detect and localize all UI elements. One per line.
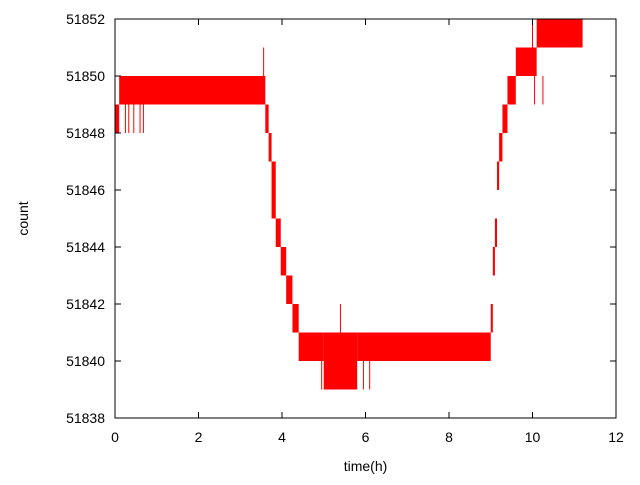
series-band-segment — [280, 247, 287, 276]
series-band-segment — [515, 47, 537, 76]
x-axis-label: time(h) — [344, 458, 388, 474]
x-tick-label: 12 — [608, 429, 624, 445]
series-band-segment — [497, 161, 500, 190]
y-tick-label: 51838 — [66, 410, 105, 426]
series-band-segment — [536, 19, 583, 48]
series-band-segment — [286, 275, 293, 304]
series-band-segment — [502, 104, 508, 133]
x-tick-label: 4 — [278, 429, 286, 445]
x-tick-label: 10 — [525, 429, 541, 445]
series-band-segment — [292, 304, 299, 333]
x-tick-label: 6 — [362, 429, 370, 445]
series-band-segment — [490, 304, 493, 333]
y-axis-label: count — [15, 201, 31, 235]
series-band-segment — [115, 104, 120, 133]
x-tick-label: 0 — [111, 429, 119, 445]
series-band-segment — [265, 104, 269, 133]
y-tick-label: 51850 — [66, 68, 105, 84]
y-tick-label: 51844 — [66, 239, 105, 255]
series-band-segment — [298, 332, 324, 361]
y-tick-label: 51846 — [66, 182, 105, 198]
y-tick-label: 51842 — [66, 296, 105, 312]
series-band-segment — [119, 76, 266, 105]
x-tick-label: 2 — [195, 429, 203, 445]
series-band-segment — [494, 218, 498, 247]
series-band-segment — [357, 332, 491, 361]
series-band-segment — [275, 218, 281, 247]
y-tick-label: 51848 — [66, 125, 105, 141]
series-band-segment — [268, 133, 272, 162]
series-band-segment — [507, 76, 516, 105]
y-tick-label: 51852 — [66, 11, 105, 27]
series-band-segment — [323, 332, 358, 390]
x-tick-label: 8 — [445, 429, 453, 445]
series-band-segment — [492, 247, 495, 276]
series-band-segment — [499, 133, 503, 162]
ticks-layer: 0 2 4 6 8 10 12 51838 51840 51842 51844 51846 51848 5… — [66, 11, 624, 445]
series-band-segment — [271, 161, 276, 219]
data-layer — [115, 19, 583, 390]
y-tick-label: 51840 — [66, 353, 105, 369]
